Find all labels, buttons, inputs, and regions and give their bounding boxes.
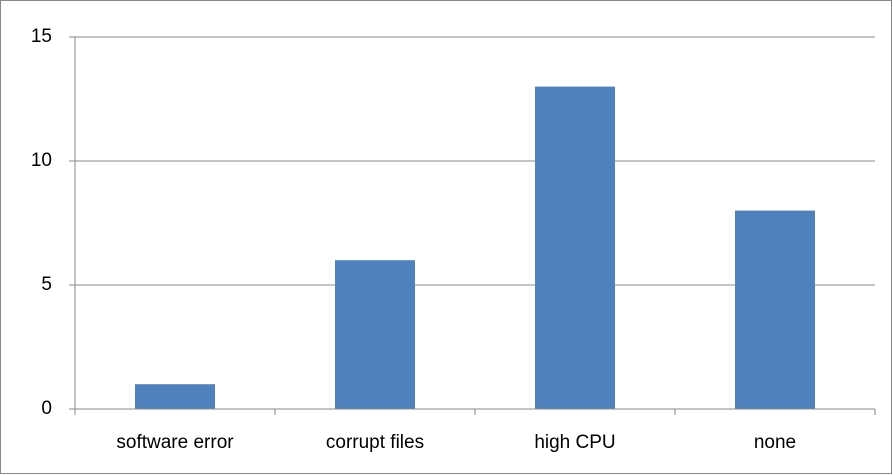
bar — [335, 260, 415, 409]
y-tick-label: 10 — [31, 150, 52, 171]
x-tick-label: corrupt files — [326, 432, 424, 453]
bar — [735, 210, 815, 409]
bar — [535, 86, 615, 409]
x-tick-label: software error — [116, 432, 234, 453]
y-tick-label: 0 — [41, 398, 52, 419]
y-tick-label: 5 — [41, 274, 52, 295]
bar — [135, 384, 215, 409]
x-tick-label: none — [754, 432, 796, 453]
x-tick-label: high CPU — [534, 432, 615, 453]
y-tick-label: 15 — [31, 26, 52, 47]
